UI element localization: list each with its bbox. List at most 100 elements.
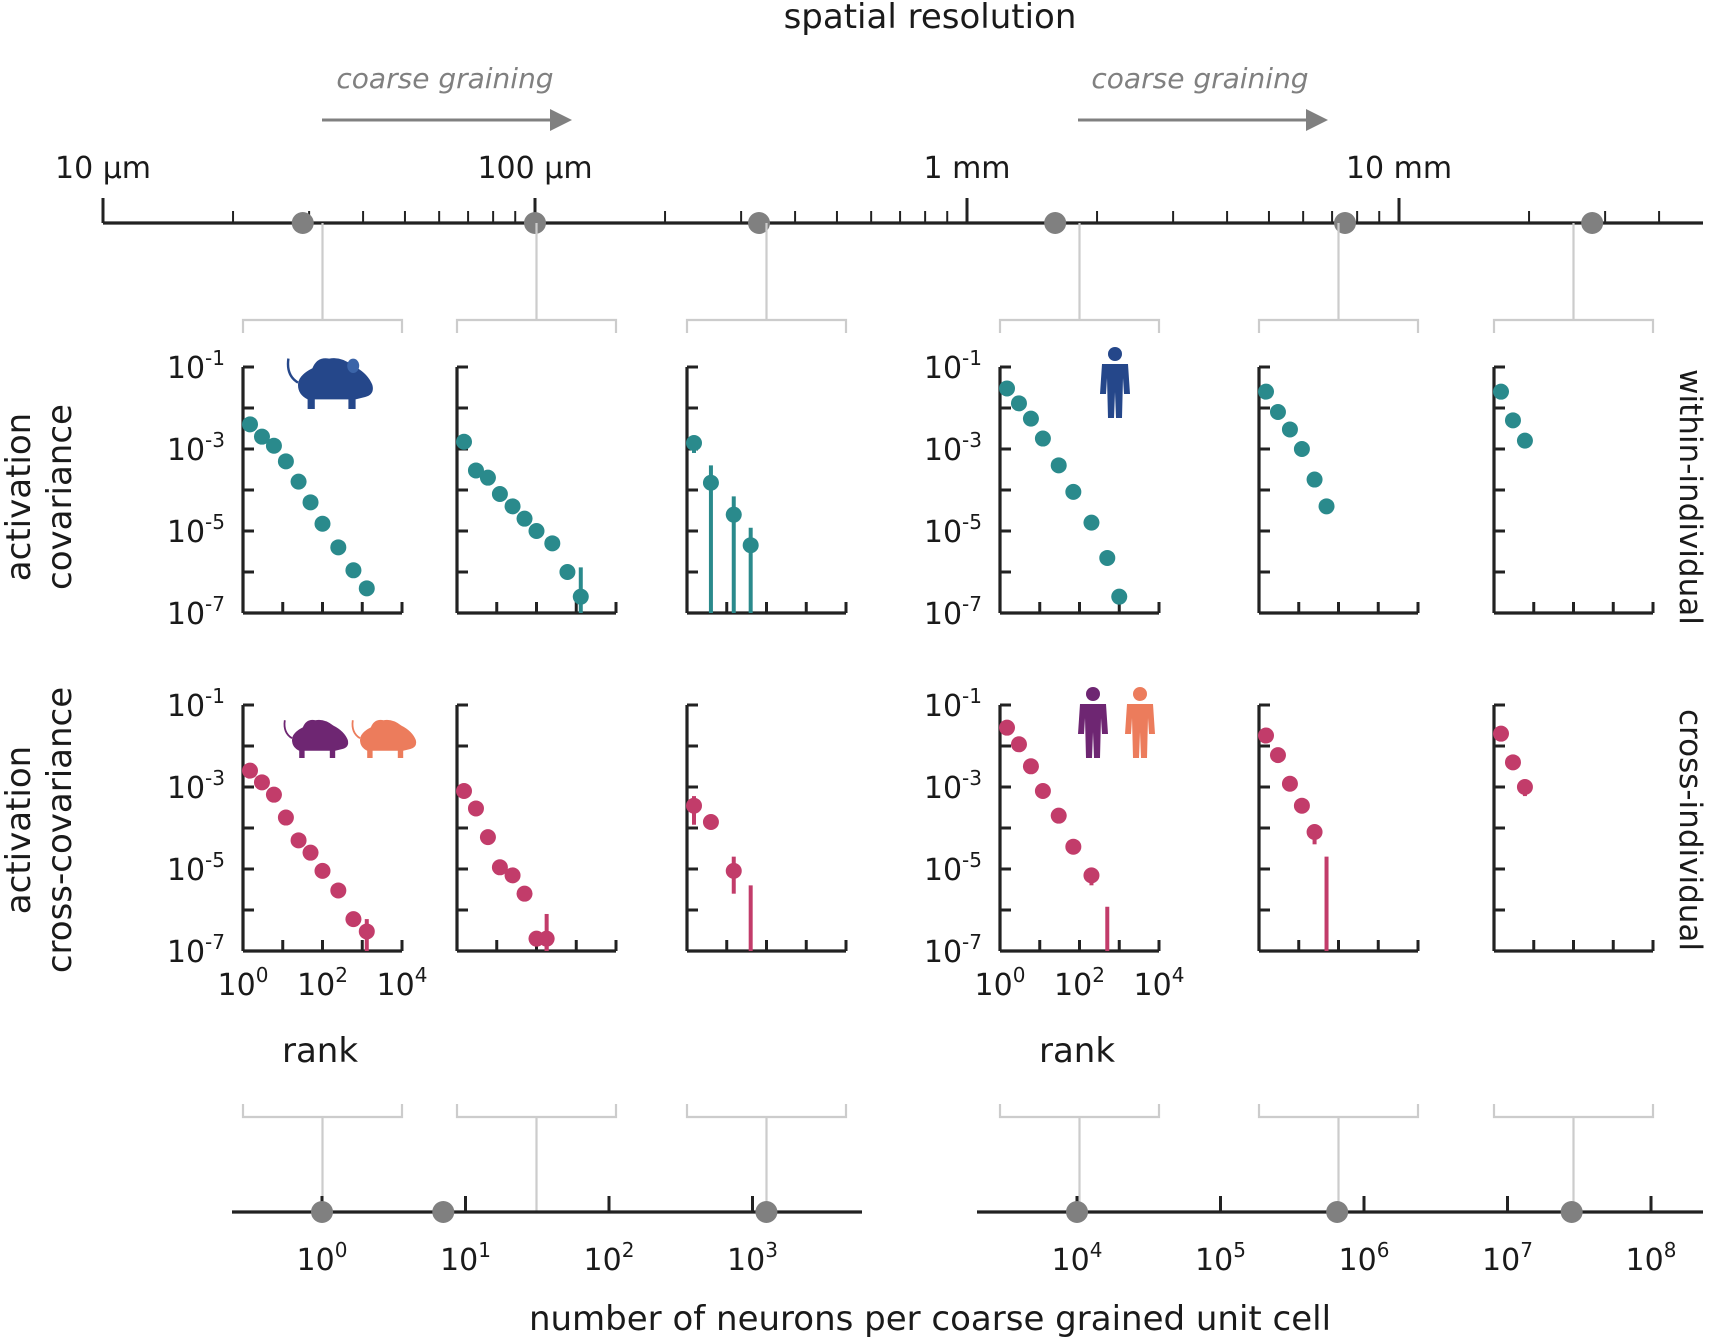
data-point [491, 859, 508, 876]
bottom-tick-label: 106 [1339, 1238, 1390, 1278]
bottom-tick-label: 104 [1052, 1238, 1103, 1278]
y-tick-label: 10-5 [167, 848, 225, 888]
resolution-marker [291, 212, 314, 234]
bracket-top [1257, 318, 1420, 333]
data-point [345, 562, 362, 579]
data-point [1516, 432, 1533, 449]
data-point [253, 774, 270, 791]
top-tick-label: 1 mm [923, 151, 1010, 186]
y-tick-label: 10-5 [924, 510, 982, 550]
bottom-tick-label: 100 [297, 1238, 348, 1278]
top-tick-label: 10 µm [55, 151, 151, 186]
neuron-count-marker [432, 1201, 455, 1223]
data-point [1050, 807, 1067, 824]
y-tick-label: 10-1 [167, 684, 225, 724]
bracket-top [1492, 318, 1655, 333]
y-tick-label: 10-1 [924, 684, 982, 724]
data-point [1083, 514, 1100, 531]
coarse-arrow-right-head [1306, 109, 1328, 131]
data-point [516, 510, 533, 527]
data-point [504, 498, 521, 515]
bottom-tick-label: 103 [727, 1238, 778, 1278]
bottom-tick-label: 105 [1195, 1238, 1246, 1278]
bracket-top [685, 318, 848, 333]
data-point [1306, 471, 1323, 488]
data-point [330, 539, 347, 556]
y-tick-label: 10-7 [167, 592, 225, 632]
data-point [253, 428, 270, 445]
x-tick-label: 104 [377, 963, 428, 1003]
data-point [455, 782, 472, 799]
data-point [1022, 758, 1039, 775]
data-point [467, 800, 484, 817]
y-tick-label: 10-5 [167, 510, 225, 550]
data-point [1034, 430, 1051, 447]
y-tick-label: 10-7 [167, 930, 225, 970]
data-point [1293, 797, 1310, 814]
data-point [314, 862, 331, 879]
data-point [1504, 412, 1521, 429]
data-point [277, 809, 294, 826]
human-pair-icon [1078, 687, 1155, 758]
y-tick-label: 10-3 [167, 428, 225, 468]
neuron-count-marker [1326, 1201, 1349, 1223]
x-tick-label: 100 [218, 963, 269, 1003]
row2-label-line2: cross-covariance [40, 687, 80, 973]
top-title: spatial resolution [784, 0, 1077, 37]
y-tick-label: 10-7 [924, 592, 982, 632]
data-point [516, 885, 533, 902]
data-point [1022, 410, 1039, 427]
x-tick-label: 102 [1054, 963, 1105, 1003]
data-point [998, 719, 1015, 736]
y-tick-label: 10-3 [924, 428, 982, 468]
rank-label-right: rank [1039, 1031, 1115, 1071]
y-tick-label: 10-7 [924, 930, 982, 970]
data-point [1269, 403, 1286, 420]
data-point [314, 515, 331, 532]
data-point [455, 433, 472, 450]
data-point [330, 882, 347, 899]
y-tick-label: 10-5 [924, 848, 982, 888]
data-point [1281, 775, 1298, 792]
right-label-top: within-individual [1672, 369, 1708, 625]
data-point [1099, 549, 1116, 566]
coarse-arrow-left-head [550, 109, 572, 131]
data-point [1293, 441, 1310, 457]
data-point [302, 494, 319, 511]
y-tick-label: 10-1 [924, 346, 982, 386]
data-point [1065, 838, 1082, 855]
y-tick-label: 10-1 [167, 346, 225, 386]
resolution-marker [747, 212, 770, 234]
bracket-bottom [455, 1104, 618, 1119]
top-tick-label: 100 µm [477, 151, 592, 186]
data-point [241, 416, 258, 433]
data-point [290, 473, 307, 490]
x-tick-label: 104 [1134, 963, 1185, 1003]
bottom-tick-label: 101 [440, 1238, 491, 1278]
y-tick-label: 10-3 [167, 766, 225, 806]
icons [283, 347, 1155, 758]
row2-label-line1: activation [0, 746, 39, 914]
data-point [1492, 725, 1509, 742]
data-point [1318, 498, 1335, 515]
data-point [1504, 754, 1521, 771]
data-point [1065, 483, 1082, 500]
row1-label-line1: activation [0, 413, 39, 581]
bracket-bottom [685, 1104, 848, 1119]
data-point [544, 535, 561, 552]
coarse-label-right: coarse graining [1091, 62, 1308, 95]
top-tick-label: 10 mm [1346, 151, 1452, 186]
data-point [528, 523, 545, 539]
data-point [998, 380, 1015, 397]
data-point [479, 829, 496, 846]
bracket-bottom [998, 1104, 1161, 1119]
resolution-marker [1044, 212, 1067, 234]
data-point [1010, 395, 1027, 412]
rank-label-left: rank [282, 1031, 358, 1071]
data-point [265, 786, 282, 803]
data-point [559, 564, 576, 580]
top-scale: spatial resolution coarse graining coars… [55, 0, 1703, 234]
data-point [504, 867, 521, 884]
mouse-icon [286, 358, 373, 409]
